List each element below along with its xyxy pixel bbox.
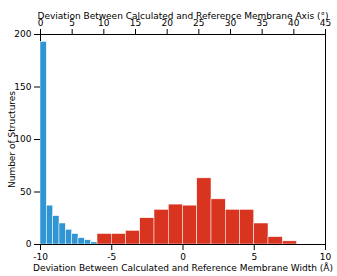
svg-text:-5: -5 — [107, 252, 116, 262]
svg-text:10: 10 — [98, 17, 110, 28]
svg-text:5: 5 — [251, 252, 257, 262]
svg-text:20: 20 — [161, 17, 173, 28]
svg-text:30: 30 — [224, 17, 237, 28]
svg-text:15: 15 — [129, 17, 142, 28]
svg-text:25: 25 — [193, 17, 205, 28]
svg-text:Number of Structures: Number of Structures — [7, 91, 17, 188]
svg-text:100: 100 — [14, 134, 31, 144]
svg-text:Deviation Between Calculated a: Deviation Between Calculated and Referen… — [33, 262, 333, 273]
svg-text:10: 10 — [320, 252, 332, 262]
svg-text:45: 45 — [319, 17, 332, 28]
svg-text:35: 35 — [256, 17, 268, 28]
svg-text:200: 200 — [14, 29, 31, 39]
svg-text:0: 0 — [180, 252, 186, 262]
svg-text:5: 5 — [69, 17, 75, 28]
svg-text:0: 0 — [37, 17, 44, 28]
svg-text:-10: -10 — [33, 252, 48, 262]
svg-text:50: 50 — [20, 187, 32, 197]
svg-text:150: 150 — [14, 82, 31, 92]
svg-text:40: 40 — [288, 17, 300, 28]
svg-text:Deviation Between Calculated a: Deviation Between Calculated and Referen… — [38, 11, 329, 21]
svg-text:0: 0 — [26, 239, 32, 249]
